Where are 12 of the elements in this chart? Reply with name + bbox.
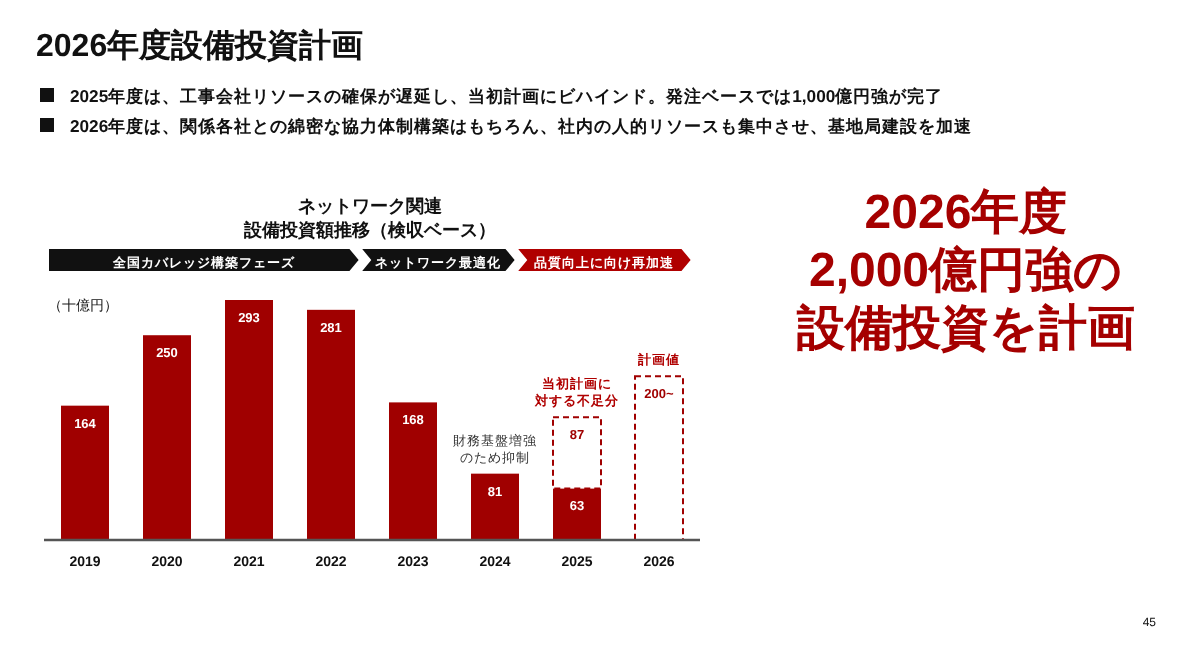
chart-subtitle: ネットワーク関連設備投資額推移（検収ベース）	[242, 196, 496, 240]
bar	[143, 335, 191, 540]
bar	[61, 405, 109, 540]
bar	[307, 309, 355, 540]
bar	[389, 402, 437, 540]
bar	[471, 473, 519, 540]
text: 2026年度2,000億円強の設備投資を計画	[795, 186, 1135, 356]
chart-title: 2026年度設備投資計画	[36, 26, 364, 64]
bar	[634, 375, 684, 541]
text: 2025年度は、工事会社リソースの確保が遅延し、当初計画にビハインド。発注ベースでは1,000億円強が完了	[70, 86, 944, 106]
text: 2026年度は、関係各社との綿密な協力体制構築はもちろん、社内の人的リソースも集中させ、基地局建設を加速	[70, 116, 975, 136]
bar	[225, 300, 273, 540]
